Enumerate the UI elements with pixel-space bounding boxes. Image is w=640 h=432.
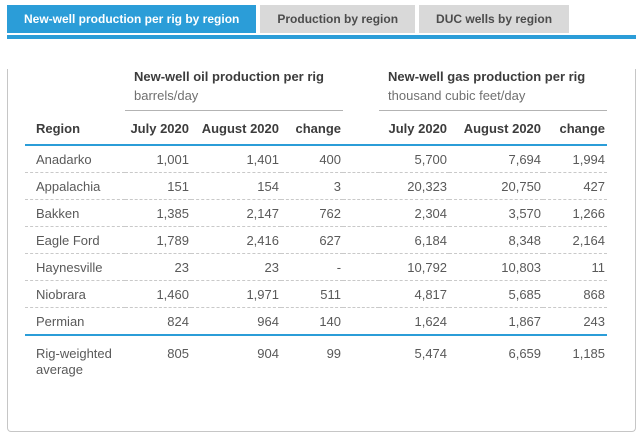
gas-july-value: 1,624: [379, 307, 450, 336]
region-column-header: Region: [25, 110, 125, 146]
spacer-cell: [343, 226, 380, 254]
oil-change-value: -: [281, 253, 344, 281]
table-row: Anadarko 1,001 1,401 400 5,700 7,694 1,9…: [25, 145, 608, 173]
gas-july-value: 5,474: [414, 346, 448, 361]
spacer-cell: [25, 69, 125, 111]
content-panel: New-well oil production per rig barrels/…: [7, 69, 636, 432]
gas-change-value: 243: [543, 307, 608, 336]
rig-weighted-average-row: Rig-weighted average 805 904 99 5,474 6,…: [25, 335, 607, 383]
gas-group-header: New-well gas production per rig thousand…: [379, 69, 608, 111]
region-cell: Bakken: [25, 199, 125, 227]
oil-change-value: 627: [281, 226, 344, 254]
oil-august-column-header: August 2020: [191, 110, 281, 146]
oil-group-title: New-well oil production per rig: [134, 69, 324, 84]
gas-change-value: 1,266: [543, 199, 608, 227]
oil-july-value: 805: [167, 346, 189, 361]
gas-july-column-header: July 2020: [379, 110, 450, 146]
region-cell: Haynesville: [25, 253, 125, 281]
oil-change-value: 762: [281, 199, 344, 227]
gas-change-value: 868: [543, 280, 608, 308]
group-header-row: New-well oil production per rig barrels/…: [25, 69, 608, 111]
oil-august-value: 23: [191, 253, 281, 281]
gas-july-value: 2,304: [379, 199, 450, 227]
region-cell: Rig-weighted average: [36, 346, 112, 377]
accent-bar: [7, 35, 636, 39]
gas-august-value: 10,803: [449, 253, 544, 281]
tab-production-by-region[interactable]: Production by region: [260, 5, 416, 33]
spacer-cell: [343, 253, 380, 281]
spacer-cell: [343, 145, 380, 173]
gas-august-value: 20,750: [449, 172, 544, 200]
oil-july-value: 1,001: [125, 145, 191, 173]
oil-change-value: 511: [281, 280, 344, 308]
oil-august-value: 2,416: [191, 226, 281, 254]
region-cell: Anadarko: [25, 145, 125, 173]
spacer-cell: [343, 172, 380, 200]
column-header-row: Region July 2020 August 2020 change July…: [25, 110, 608, 146]
gas-august-value: 8,348: [449, 226, 544, 254]
oil-group-header: New-well oil production per rig barrels/…: [125, 69, 344, 111]
oil-august-value: 904: [257, 346, 279, 361]
tab-new-well-production-per-rig[interactable]: New-well production per rig by region: [7, 5, 257, 33]
gas-change-value: 2,164: [543, 226, 608, 254]
gas-group-subtitle: thousand cubic feet/day: [388, 88, 526, 103]
oil-change-value: 140: [281, 307, 344, 336]
gas-august-value: 7,694: [449, 145, 544, 173]
oil-july-value: 1,789: [125, 226, 191, 254]
tab-duc-wells-by-region[interactable]: DUC wells by region: [419, 5, 570, 33]
region-cell: Permian: [25, 307, 125, 336]
gas-change-value: 427: [543, 172, 608, 200]
oil-august-value: 154: [191, 172, 281, 200]
gas-july-value: 4,817: [379, 280, 450, 308]
oil-change-column-header: change: [281, 110, 344, 146]
tab-bar: New-well production per rig by region Pr…: [7, 5, 636, 33]
gas-change-value: 11: [543, 253, 608, 281]
spacer-cell: [343, 69, 379, 111]
oil-august-value: 2,147: [191, 199, 281, 227]
oil-change-value: 400: [281, 145, 344, 173]
oil-july-value: 151: [125, 172, 191, 200]
gas-change-value: 1,185: [572, 346, 606, 361]
oil-july-column-header: July 2020: [125, 110, 191, 146]
gas-august-value: 3,570: [449, 199, 544, 227]
table-row: Bakken 1,385 2,147 762 2,304 3,570 1,266: [25, 199, 608, 227]
table-row: Haynesville 23 23 - 10,792 10,803 11: [25, 253, 608, 281]
gas-august-value: 5,685: [449, 280, 544, 308]
gas-group-title: New-well gas production per rig: [388, 69, 586, 84]
table-row: Appalachia 151 154 3 20,323 20,750 427: [25, 172, 608, 200]
gas-july-value: 5,700: [379, 145, 450, 173]
table-row: Permian 824 964 140 1,624 1,867 243: [25, 307, 608, 336]
region-cell: Niobrara: [25, 280, 125, 308]
table-row: Niobrara 1,460 1,971 511 4,817 5,685 868: [25, 280, 608, 308]
spacer-cell: [343, 335, 379, 383]
gas-change-value: 1,994: [543, 145, 608, 173]
gas-august-value: 1,867: [449, 307, 544, 336]
gas-july-value: 10,792: [379, 253, 450, 281]
oil-august-value: 1,401: [191, 145, 281, 173]
gas-july-value: 20,323: [379, 172, 450, 200]
spacer-cell: [343, 199, 380, 227]
oil-group-subtitle: barrels/day: [134, 88, 199, 103]
gas-august-column-header: August 2020: [449, 110, 544, 146]
oil-august-value: 964: [191, 307, 281, 336]
oil-august-value: 1,971: [191, 280, 281, 308]
spacer-cell: [343, 307, 380, 336]
gas-change-column-header: change: [543, 110, 608, 146]
production-table: New-well oil production per rig barrels/…: [25, 69, 608, 383]
gas-august-value: 6,659: [508, 346, 542, 361]
spacer-cell: [343, 110, 380, 146]
gas-july-value: 6,184: [379, 226, 450, 254]
region-cell: Appalachia: [25, 172, 125, 200]
table-row: Eagle Ford 1,789 2,416 627 6,184 8,348 2…: [25, 226, 608, 254]
oil-change-value: 3: [281, 172, 344, 200]
oil-july-value: 23: [125, 253, 191, 281]
oil-july-value: 824: [125, 307, 191, 336]
oil-change-value: 99: [326, 346, 342, 361]
spacer-cell: [343, 280, 380, 308]
oil-july-value: 1,460: [125, 280, 191, 308]
oil-july-value: 1,385: [125, 199, 191, 227]
region-cell: Eagle Ford: [25, 226, 125, 254]
